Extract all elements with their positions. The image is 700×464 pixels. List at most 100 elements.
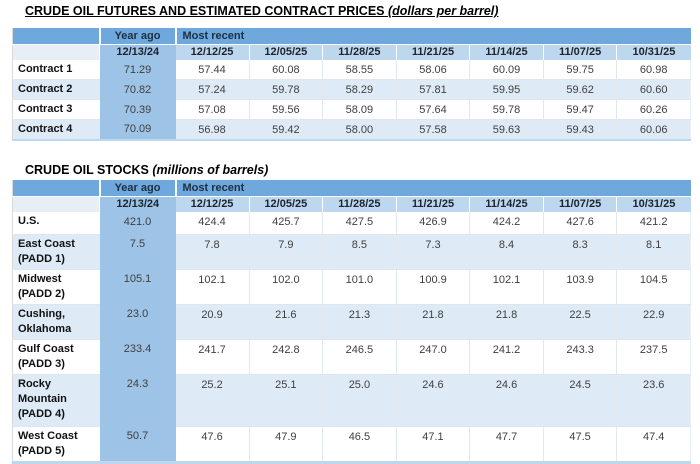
table-cell: 70.39	[99, 99, 176, 120]
table-cell: 102.0	[249, 269, 324, 305]
corner-cell	[12, 180, 101, 197]
row-label: Contract 2	[12, 79, 100, 100]
table-cell: 60.08	[249, 60, 324, 80]
table-cell: 60.60	[616, 79, 691, 100]
table-cell: 7.3	[396, 234, 471, 270]
table-cell: 57.44	[175, 60, 250, 80]
table-cell: 59.78	[249, 79, 324, 100]
most-recent-header: Most recent	[175, 180, 691, 197]
column-header-date: 12/05/25	[249, 196, 324, 212]
table-cell: 247.0	[396, 339, 471, 375]
table-cell: 57.24	[175, 79, 250, 100]
table-cell: 21.8	[469, 304, 544, 340]
table-cell: 59.63	[469, 119, 544, 141]
table-cell: 59.42	[249, 119, 324, 141]
table-cell: 59.43	[543, 119, 618, 141]
table-cell: 242.8	[249, 339, 324, 375]
table-row: West Coast (PADD 5) 50.7 47.6 47.9 46.5 …	[12, 426, 691, 463]
table-cell: 59.62	[543, 79, 618, 100]
row-label: U.S.	[12, 212, 100, 235]
table-row: Gulf Coast (PADD 3) 233.4 241.7 242.8 24…	[12, 339, 691, 375]
table-cell: 46.5	[322, 426, 397, 463]
table-cell: 8.4	[469, 234, 544, 270]
table-cell: 424.4	[175, 212, 250, 235]
table-cell: 8.5	[322, 234, 397, 270]
table-cell: 57.58	[396, 119, 471, 141]
table-cell: 105.1	[99, 269, 176, 304]
most-recent-header: Most recent	[175, 28, 691, 45]
column-header-date: 11/07/25	[543, 196, 618, 212]
row-label: West Coast (PADD 5)	[12, 426, 100, 463]
column-header-date: 10/31/25	[616, 196, 691, 212]
futures-header-group-row: Year ago Most recent	[12, 28, 691, 45]
corner-cell	[12, 28, 101, 45]
column-header-date: 11/14/25	[469, 196, 544, 212]
row-label: Gulf Coast (PADD 3)	[12, 339, 100, 375]
table-cell: 71.29	[99, 60, 176, 80]
table-cell: 70.82	[99, 79, 176, 100]
table-cell: 21.6	[249, 304, 324, 340]
futures-table: Year ago Most recent 12/13/24 12/12/25 1…	[12, 28, 691, 141]
table-cell: 24.5	[543, 374, 618, 427]
table-cell: 8.1	[616, 234, 691, 270]
table-row: Rocky Mountain (PADD 4) 24.3 25.2 25.1 2…	[12, 374, 691, 427]
stocks-title-unit: (millions of barrels)	[152, 163, 269, 177]
table-cell: 23.0	[99, 304, 176, 339]
table-cell: 58.09	[322, 99, 397, 120]
table-cell: 243.3	[543, 339, 618, 375]
row-label: Contract 4	[12, 119, 100, 141]
table-cell: 50.7	[99, 426, 176, 462]
stocks-header-group-row: Year ago Most recent	[12, 180, 691, 197]
table-cell: 58.00	[322, 119, 397, 141]
table-row: Contract 4 70.09 56.98 59.42 58.00 57.58…	[12, 119, 691, 141]
table-cell: 57.64	[396, 99, 471, 120]
table-cell: 102.1	[175, 269, 250, 305]
table-cell: 102.1	[469, 269, 544, 305]
column-header-date: 11/07/25	[543, 44, 618, 60]
table-cell: 58.55	[322, 60, 397, 80]
column-header-date: 12/12/25	[175, 44, 250, 60]
table-cell: 58.06	[396, 60, 471, 80]
table-row: East Coast (PADD 1) 7.5 7.8 7.9 8.5 7.3 …	[12, 234, 691, 270]
table-cell: 60.26	[616, 99, 691, 120]
column-header-date: 11/21/25	[396, 44, 471, 60]
table-cell: 7.5	[99, 234, 176, 269]
table-cell: 21.8	[396, 304, 471, 340]
table-row: Midwest (PADD 2) 105.1 102.1 102.0 101.0…	[12, 269, 691, 305]
table-row: Contract 1 71.29 57.44 60.08 58.55 58.06…	[12, 60, 691, 80]
table-cell: 47.5	[543, 426, 618, 463]
table-row: Contract 2 70.82 57.24 59.78 58.29 57.81…	[12, 79, 691, 100]
table-cell: 237.5	[616, 339, 691, 375]
column-header-date: 12/13/24	[99, 44, 176, 60]
stocks-date-header-row: 12/13/24 12/12/25 12/05/25 11/28/25 11/2…	[12, 196, 691, 212]
table-cell: 22.9	[616, 304, 691, 340]
table-cell: 8.3	[543, 234, 618, 270]
table-cell: 22.5	[543, 304, 618, 340]
table-cell: 427.5	[322, 212, 397, 235]
column-header-date: 11/28/25	[322, 44, 397, 60]
table-cell: 59.95	[469, 79, 544, 100]
column-header-date: 12/05/25	[249, 44, 324, 60]
corner-cell	[12, 44, 100, 60]
table-cell: 59.47	[543, 99, 618, 120]
year-ago-header: Year ago	[99, 28, 177, 45]
row-label: Rocky Mountain (PADD 4)	[12, 374, 100, 427]
table-cell: 425.7	[249, 212, 324, 235]
table-cell: 70.09	[99, 119, 176, 140]
row-label: Midwest (PADD 2)	[12, 269, 100, 305]
table-cell: 25.0	[322, 374, 397, 427]
table-cell: 60.98	[616, 60, 691, 80]
table-cell: 24.6	[469, 374, 544, 427]
table-cell: 426.9	[396, 212, 471, 235]
column-header-date: 12/13/24	[99, 196, 176, 212]
row-label: Contract 1	[12, 60, 100, 80]
table-cell: 60.09	[469, 60, 544, 80]
table-row: Cushing, Oklahoma 23.0 20.9 21.6 21.3 21…	[12, 304, 691, 340]
table-cell: 100.9	[396, 269, 471, 305]
table-cell: 103.9	[543, 269, 618, 305]
table-cell: 104.5	[616, 269, 691, 305]
stocks-title-text: CRUDE OIL STOCKS	[25, 163, 149, 177]
column-header-date: 11/14/25	[469, 44, 544, 60]
table-cell: 57.81	[396, 79, 471, 100]
